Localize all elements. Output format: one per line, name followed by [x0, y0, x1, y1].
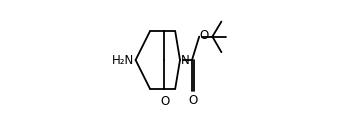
Text: H₂N: H₂N — [111, 54, 134, 66]
Text: O: O — [188, 94, 198, 107]
Text: O: O — [160, 95, 170, 108]
Text: O: O — [200, 29, 209, 42]
Text: N: N — [181, 54, 189, 66]
